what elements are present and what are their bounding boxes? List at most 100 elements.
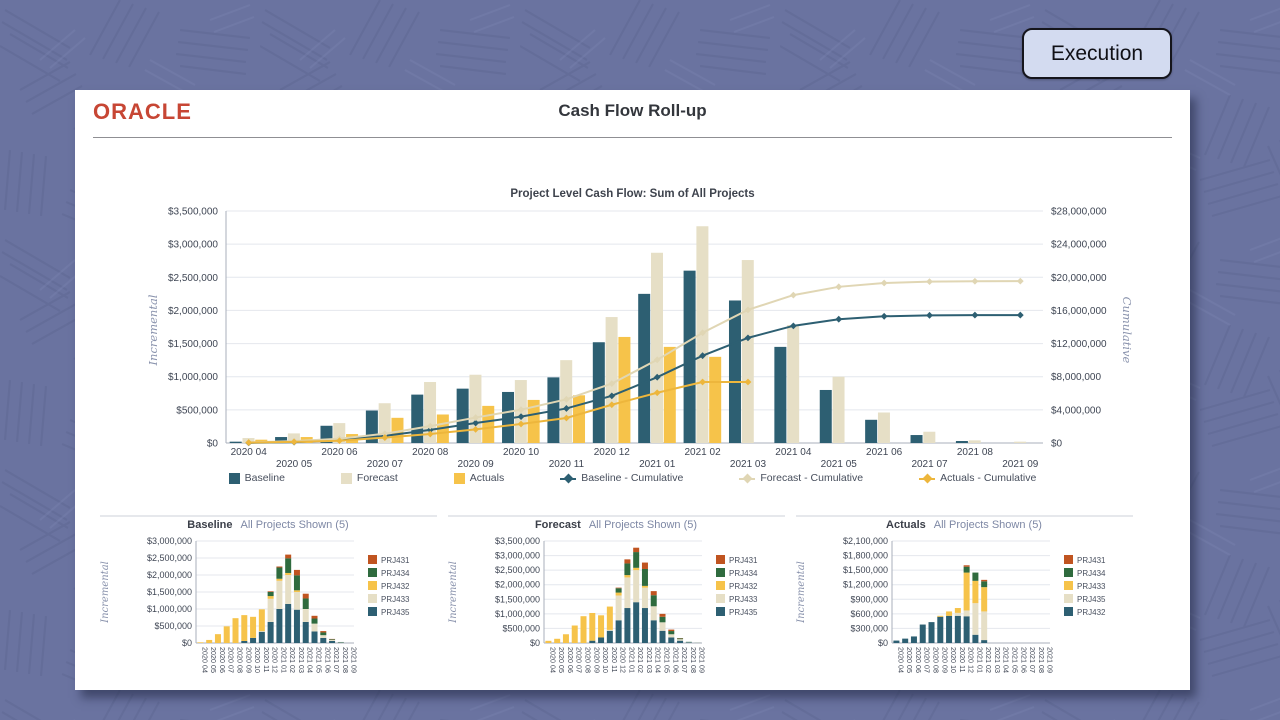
segment-prj432-2020-12[interactable] — [267, 596, 274, 599]
segment-prj434-2021-02[interactable] — [633, 552, 640, 568]
segment-prj433-2020-10[interactable] — [946, 611, 953, 616]
legend-swatch-prj433[interactable] — [368, 594, 377, 603]
segment-prj432-2020-04[interactable] — [545, 640, 552, 643]
legend-swatch-prj431[interactable] — [716, 555, 725, 564]
segment-prj432-2021-01[interactable] — [972, 634, 979, 643]
segment-prj431-2021-04[interactable] — [302, 593, 309, 599]
segment-prj432-2020-07[interactable] — [571, 625, 578, 643]
legend-swatch-prj432[interactable] — [368, 581, 377, 590]
segment-prj435-2020-12[interactable] — [963, 610, 970, 617]
segment-prj431-2020-12[interactable] — [615, 587, 622, 589]
segment-prj433-2021-01[interactable] — [276, 580, 283, 609]
segment-prj435-2021-07[interactable] — [329, 640, 336, 643]
segment-prj434-2021-06[interactable] — [668, 631, 675, 635]
segment-prj433-2020-12[interactable] — [267, 598, 274, 622]
bar-forecast-2020-09[interactable] — [469, 374, 482, 443]
bar-baseline-2021-08[interactable] — [955, 441, 968, 443]
bar-forecast-2021-09[interactable] — [1014, 441, 1027, 443]
segment-prj433-2021-01[interactable] — [972, 580, 979, 604]
line-marker[interactable] — [472, 419, 480, 427]
segment-prj433-2020-12[interactable] — [615, 595, 622, 621]
legend-label-prj434[interactable]: PRJ434 — [1077, 569, 1106, 578]
segment-prj433-2021-04[interactable] — [302, 609, 309, 622]
segment-prj435-2020-10[interactable] — [250, 637, 257, 643]
segment-prj433-2021-06[interactable] — [668, 634, 675, 638]
line-marker[interactable] — [426, 422, 434, 430]
segment-prj432-2020-10[interactable] — [946, 615, 953, 643]
segment-prj433-2020-12[interactable] — [963, 572, 970, 611]
segment-prj432-2020-11[interactable] — [606, 606, 613, 630]
legend-swatch-prj432[interactable] — [1064, 607, 1073, 616]
segment-prj433-2021-05[interactable] — [659, 622, 666, 631]
legend-label-prj432[interactable]: PRJ432 — [1077, 608, 1106, 617]
legend-swatch-prj434[interactable] — [368, 568, 377, 577]
segment-prj433-2021-03[interactable] — [641, 587, 648, 609]
segment-prj432-2021-01[interactable] — [276, 578, 283, 581]
segment-prj432-2020-05[interactable] — [554, 638, 561, 643]
segment-prj433-2021-03[interactable] — [293, 592, 300, 610]
line-marker[interactable] — [472, 414, 480, 421]
line-marker[interactable] — [789, 291, 797, 299]
legend-label-prj435[interactable]: PRJ435 — [729, 608, 758, 617]
segment-prj432-2020-11[interactable] — [954, 615, 961, 643]
segment-prj431-2020-12[interactable] — [963, 565, 970, 567]
segment-prj435-2021-02[interactable] — [285, 603, 292, 643]
legend-item-actuals---cumulative[interactable]: Actuals - Cumulative — [919, 472, 1036, 484]
segment-prj431-2021-01[interactable] — [276, 566, 283, 568]
segment-prj432-2020-09[interactable] — [241, 615, 248, 641]
segment-prj432-2020-04[interactable] — [893, 640, 900, 643]
bar-baseline-2021-01[interactable] — [638, 293, 651, 443]
legend-swatch-prj435[interactable] — [1064, 594, 1073, 603]
segment-prj434-2021-04[interactable] — [302, 598, 309, 609]
legend-item-actuals[interactable]: Actuals — [453, 472, 504, 484]
legend-label-prj431[interactable]: PRJ431 — [381, 556, 410, 565]
line-marker[interactable] — [926, 278, 933, 285]
all-projects-shown-link[interactable]: All Projects Shown (5) — [589, 519, 697, 531]
legend-label-prj434[interactable]: PRJ434 — [381, 569, 410, 578]
legend-swatch-prj431[interactable] — [368, 555, 377, 564]
segment-prj435-2021-01[interactable] — [972, 603, 979, 635]
segment-prj434-2021-03[interactable] — [293, 575, 300, 591]
line-marker[interactable] — [653, 389, 661, 397]
segment-prj435-2021-05[interactable] — [311, 631, 318, 643]
segment-prj435-2020-11[interactable] — [954, 612, 961, 616]
legend-item-forecast[interactable]: Forecast — [340, 472, 398, 484]
line-marker[interactable] — [1016, 277, 1024, 285]
segment-prj434-2021-03[interactable] — [641, 568, 648, 586]
line-marker[interactable] — [381, 434, 389, 441]
legend-label-prj432[interactable]: PRJ432 — [381, 582, 410, 591]
line-marker[interactable] — [835, 283, 843, 291]
segment-prj435-2021-04[interactable] — [650, 620, 657, 643]
segment-prj435-2021-04[interactable] — [302, 621, 309, 643]
bar-forecast-2021-01[interactable] — [651, 252, 663, 443]
legend-swatch-prj434[interactable] — [1064, 568, 1073, 577]
segment-prj432-2020-04[interactable] — [197, 642, 204, 643]
legend-label-prj435[interactable]: PRJ435 — [381, 608, 410, 617]
segment-prj434-2021-01[interactable] — [276, 567, 283, 579]
line-marker[interactable] — [426, 426, 434, 434]
bar-actuals-2020-09[interactable] — [482, 405, 495, 443]
bar-forecast-2021-04[interactable] — [787, 325, 800, 443]
segment-prj435-2021-03[interactable] — [641, 608, 648, 643]
line-marker[interactable] — [926, 311, 933, 319]
bar-baseline-2020-09[interactable] — [456, 388, 469, 443]
line-marker[interactable] — [971, 311, 979, 319]
segment-prj434-2021-06[interactable] — [320, 632, 327, 636]
line-marker[interactable] — [1016, 311, 1024, 319]
segment-prj435-2021-06[interactable] — [320, 637, 327, 643]
legend-label-prj431[interactable]: PRJ431 — [1077, 556, 1106, 565]
segment-prj434-2021-01[interactable] — [972, 572, 979, 581]
legend-item-baseline[interactable]: Baseline — [228, 472, 285, 484]
line-marker[interactable] — [653, 356, 661, 364]
segment-prj435-2021-03[interactable] — [293, 609, 300, 643]
segment-prj431-2021-02[interactable] — [633, 547, 640, 553]
segment-prj433-2021-02[interactable] — [633, 570, 640, 603]
segment-prj432-2020-06[interactable] — [910, 636, 917, 643]
segment-prj432-2020-08[interactable] — [928, 622, 935, 643]
segment-prj435-2021-06[interactable] — [668, 637, 675, 643]
line-marker[interactable] — [563, 395, 570, 403]
legend-swatch-prj432[interactable] — [716, 581, 725, 590]
legend-label-prj434[interactable]: PRJ434 — [729, 569, 758, 578]
legend-swatch-prj435[interactable] — [368, 607, 377, 616]
segment-prj432-2021-01[interactable] — [624, 575, 631, 578]
